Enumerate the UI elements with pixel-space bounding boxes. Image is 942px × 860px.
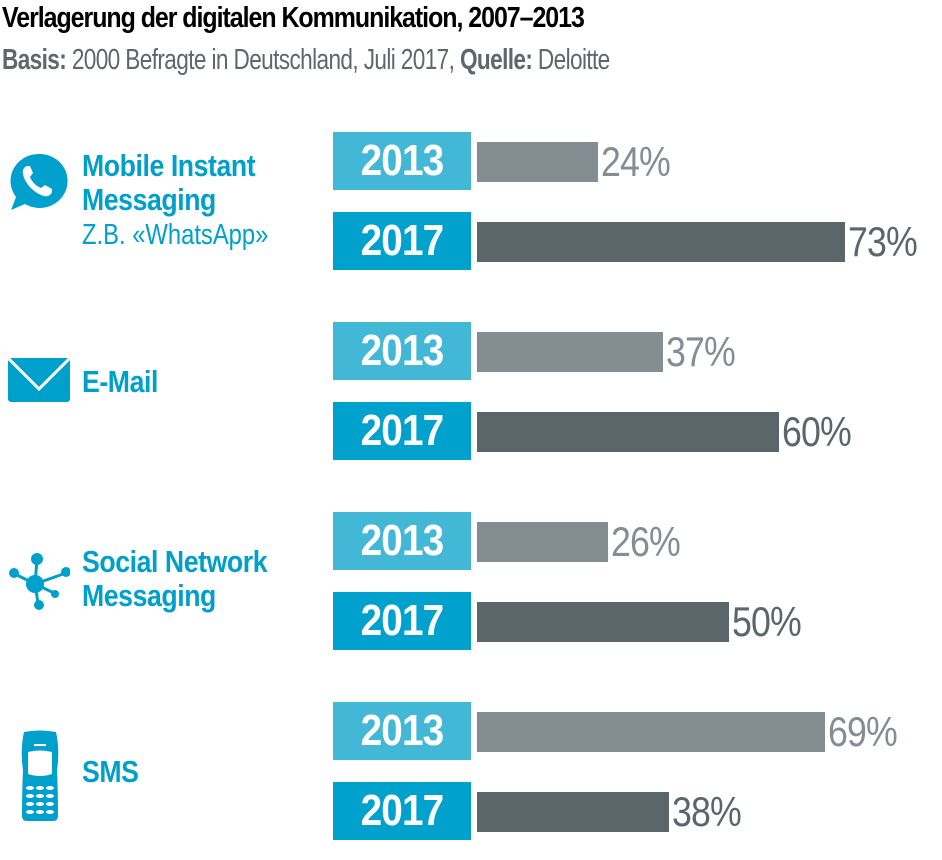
value-label-email-2013: 37%	[666, 328, 736, 375]
source-label: Quelle:	[459, 44, 533, 76]
chart-subtitle: Basis: 2000 Befragte in Deutschland, Jul…	[2, 44, 610, 77]
bar-email-2013	[477, 332, 664, 372]
year-label-2013: 2013	[333, 322, 471, 380]
value-label-email-2017: 60%	[782, 408, 852, 455]
category-label-social-network-messaging-line1: Social Network	[82, 544, 268, 579]
value-label-social-network-messaging-2013: 26%	[611, 518, 681, 565]
category-label-mobile-instant-messaging-line2: Messaging	[82, 182, 216, 217]
bar-social-network-messaging-2013	[477, 522, 609, 562]
bar-social-network-messaging-2017	[477, 602, 729, 642]
chat-bubble-phone-icon	[10, 153, 68, 210]
value-label-sms-2013: 69%	[827, 708, 898, 755]
category-label-email: E-Mail	[82, 364, 158, 399]
chart-title: Verlagerung der digitalen Kommunikation,…	[2, 2, 585, 34]
year-label-2017: 2017	[333, 402, 471, 460]
value-label-social-network-messaging-2017: 50%	[732, 598, 802, 645]
year-label-2017: 2017	[333, 592, 471, 650]
value-label-mobile-instant-messaging-2017: 73%	[847, 218, 918, 265]
bar-sms-2017	[477, 792, 669, 832]
basis-label: Basis:	[2, 44, 67, 76]
bar-mobile-instant-messaging-2017	[477, 222, 845, 262]
year-label-2017: 2017	[333, 782, 471, 840]
year-label-2013: 2013	[333, 132, 471, 190]
envelope-icon	[8, 358, 70, 402]
year-label-2013: 2013	[333, 512, 471, 570]
network-nodes-icon	[9, 553, 70, 610]
value-label-mobile-instant-messaging-2013: 24%	[600, 138, 671, 185]
category-sublabel-whatsapp: Z.B. «WhatsApp»	[82, 219, 269, 251]
mobile-phone-icon	[21, 730, 59, 821]
value-label-sms-2017: 38%	[671, 788, 742, 835]
bar-email-2017	[477, 412, 780, 452]
bar-sms-2013	[477, 712, 825, 752]
year-label-2013: 2013	[333, 702, 471, 760]
bar-mobile-instant-messaging-2013	[477, 142, 598, 182]
year-label-2017: 2017	[333, 212, 471, 270]
category-label-sms: SMS	[82, 754, 139, 789]
basis-text: 2000 Befragte in Deutschland, Juli 2017,	[66, 44, 460, 76]
category-label-mobile-instant-messaging-line1: Mobile Instant	[82, 148, 256, 183]
source-text: Deloitte	[532, 44, 610, 76]
category-label-social-network-messaging-line2: Messaging	[82, 578, 216, 613]
